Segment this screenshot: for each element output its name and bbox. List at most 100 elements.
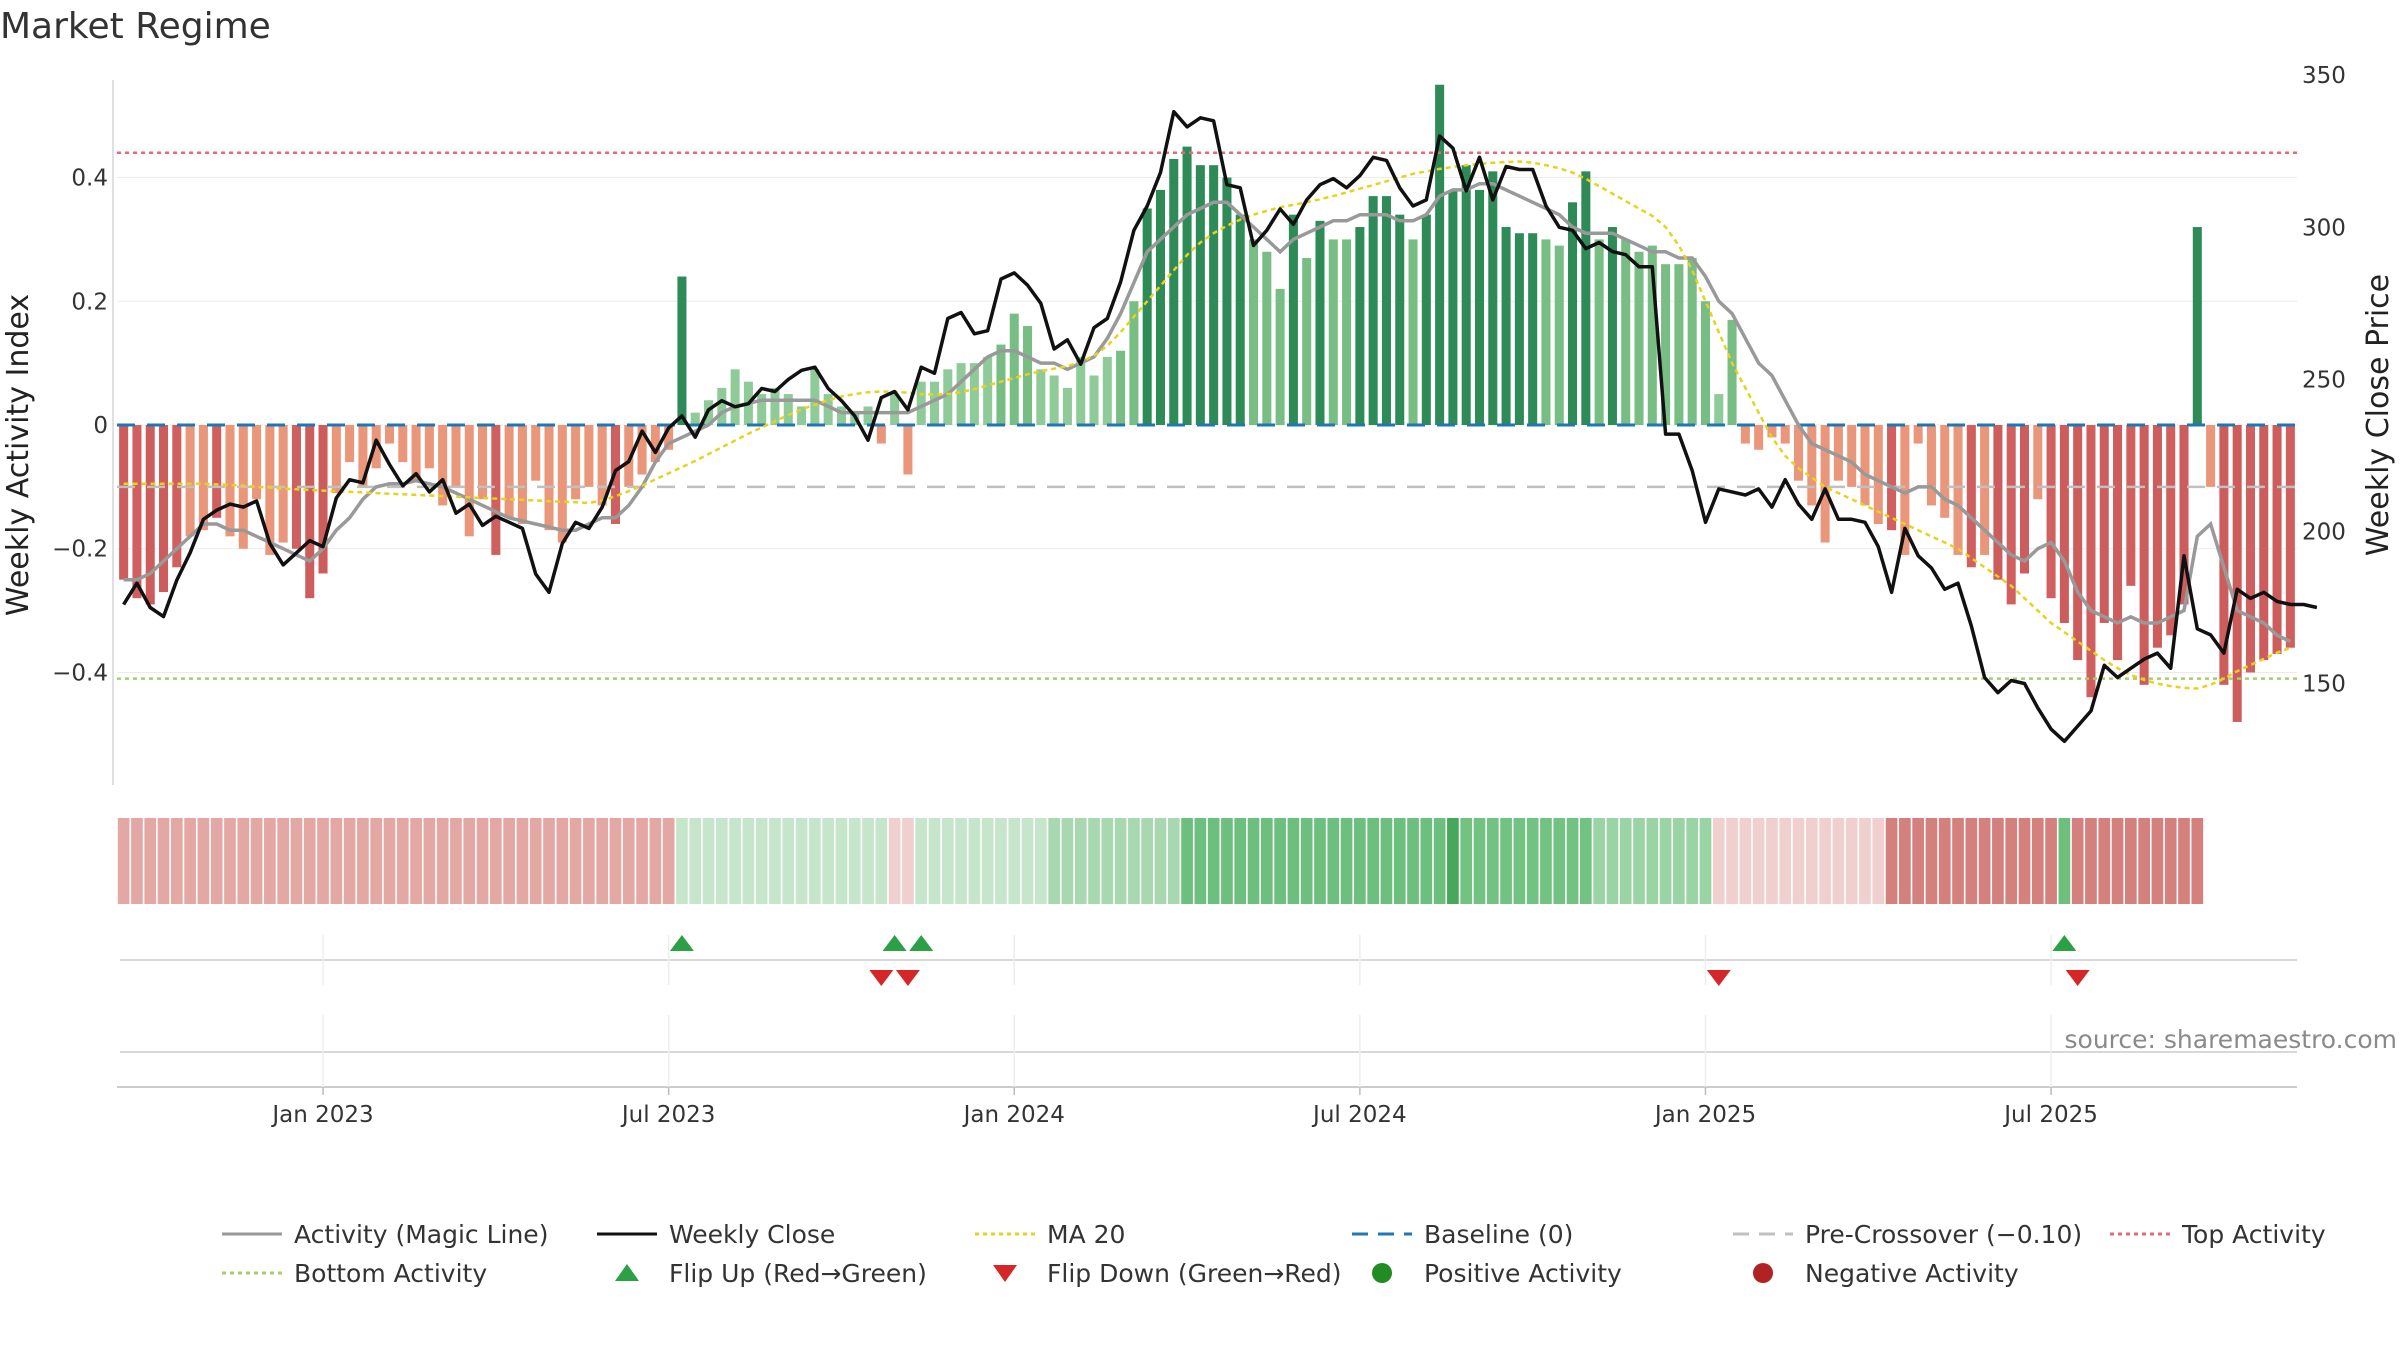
activity-bar (1860, 425, 1870, 506)
activity-bar (2166, 425, 2176, 636)
y-axis-left-label: Weekly Activity Index (1, 294, 36, 616)
regime-strip-cell (2031, 818, 2044, 904)
activity-bar (823, 394, 833, 425)
activity-bar (1102, 356, 1112, 425)
y-right-tick-label: 350 (2302, 63, 2346, 89)
regime-strip-cell (1526, 818, 1539, 904)
activity-bar (876, 425, 886, 444)
activity-bar (2232, 425, 2242, 722)
regime-strip-cell (237, 818, 250, 904)
activity-bar (943, 369, 953, 425)
activity-bar (1887, 425, 1897, 531)
legend-label: Flip Down (Green→Red) (1047, 1259, 1342, 1288)
activity-bar (225, 425, 235, 537)
activity-bar (1381, 196, 1391, 425)
activity-bar (504, 425, 514, 518)
activity-bar (212, 425, 222, 518)
legend-item-magic: Activity (Magic Line) (222, 1220, 548, 1249)
regime-strip-cell (1154, 818, 1167, 904)
regime-strip-cell (928, 818, 941, 904)
regime-strip-cell (383, 818, 396, 904)
activity-bar (1182, 146, 1192, 425)
legend-label: Bottom Activity (294, 1259, 487, 1288)
activity-bar (1740, 425, 1750, 444)
activity-bar (2259, 425, 2269, 661)
regime-strip-cell (2071, 818, 2084, 904)
y-left-tick-label: 0.4 (71, 166, 108, 192)
activity-bar (1607, 227, 1617, 425)
flip-up-marker (882, 935, 907, 951)
regime-strip-cell (1008, 818, 1021, 904)
activity-bar (730, 369, 740, 425)
flip-up-marker (909, 935, 934, 951)
activity-bar (1807, 425, 1817, 506)
regime-strip-cell (529, 818, 542, 904)
activity-bar (1674, 264, 1684, 425)
activity-bar (983, 356, 993, 425)
activity-bar (491, 425, 501, 555)
regime-strip-cell (1407, 818, 1419, 904)
activity-bar (1395, 214, 1405, 425)
regime-strip-cell (1912, 818, 1925, 904)
activity-bar (597, 425, 607, 506)
activity-bar (451, 425, 461, 487)
regime-strip-cell (1752, 818, 1765, 904)
activity-bar (1847, 425, 1857, 487)
activity-bar (1009, 313, 1019, 425)
regime-strip-cell (503, 818, 515, 904)
regime-strip-cell (1021, 818, 1034, 904)
activity-bar (1873, 425, 1883, 524)
activity-bar (783, 394, 793, 425)
activity-bar (1129, 301, 1139, 425)
activity-bar (770, 387, 780, 425)
regime-strip-cell (689, 818, 702, 904)
activity-bar (544, 425, 554, 531)
regime-strip-cell (995, 818, 1007, 904)
activity-bar (969, 363, 979, 425)
regime-strip-cell (1992, 818, 2004, 904)
regime-strip-cell (264, 818, 276, 904)
legend-item-flipup: Flip Up (Red→Green) (615, 1259, 927, 1288)
y-right-tick-label: 300 (2302, 215, 2346, 241)
activity-bar (571, 425, 581, 500)
regime-strip-cell (622, 818, 635, 904)
regime-strip-cell (450, 818, 462, 904)
activity-bar (890, 394, 900, 425)
regime-strip-cell (170, 818, 183, 904)
activity-bar (1076, 356, 1086, 425)
activity-bar (1554, 245, 1564, 425)
regime-strip-cell (2164, 818, 2177, 904)
regime-strip-cell (1207, 818, 1220, 904)
regime-strip-cell (609, 818, 622, 904)
flip-up-marker (2052, 935, 2077, 951)
activity-bar (438, 425, 448, 506)
regime-strip-cell (1300, 818, 1313, 904)
activity-bar (1036, 369, 1046, 425)
activity-bar (1568, 202, 1578, 425)
activity-bar (1780, 425, 1790, 444)
regime-strip-cell (277, 818, 290, 904)
regime-strip-cell (1354, 818, 1366, 904)
regime-strip-cell (1393, 818, 1406, 904)
activity-bar (1727, 319, 1737, 425)
regime-strip-cell (2085, 818, 2097, 904)
activity-bar (1169, 158, 1179, 426)
regime-strip-cell (1141, 818, 1154, 904)
activity-bar (2219, 425, 2229, 685)
regime-strip-cell (1726, 818, 1738, 904)
regime-strip-cell (2018, 818, 2031, 904)
legend-item-flipdown: Flip Down (Green→Red) (993, 1259, 1342, 1288)
legend-label: Baseline (0) (1424, 1220, 1573, 1249)
regime-strip-cell (636, 818, 648, 904)
regime-strip-cell (769, 818, 781, 904)
activity-bar (1634, 251, 1644, 425)
legend-item-precross: Pre-Crossover (−0.10) (1733, 1220, 2082, 1249)
activity-bar (1288, 214, 1298, 425)
regime-strip-cell (649, 818, 662, 904)
flip-up-marker (669, 935, 694, 951)
activity-bar (1355, 227, 1365, 425)
regime-strip-cell (184, 818, 196, 904)
activity-bar (371, 425, 381, 469)
regime-strip-cell (197, 818, 210, 904)
